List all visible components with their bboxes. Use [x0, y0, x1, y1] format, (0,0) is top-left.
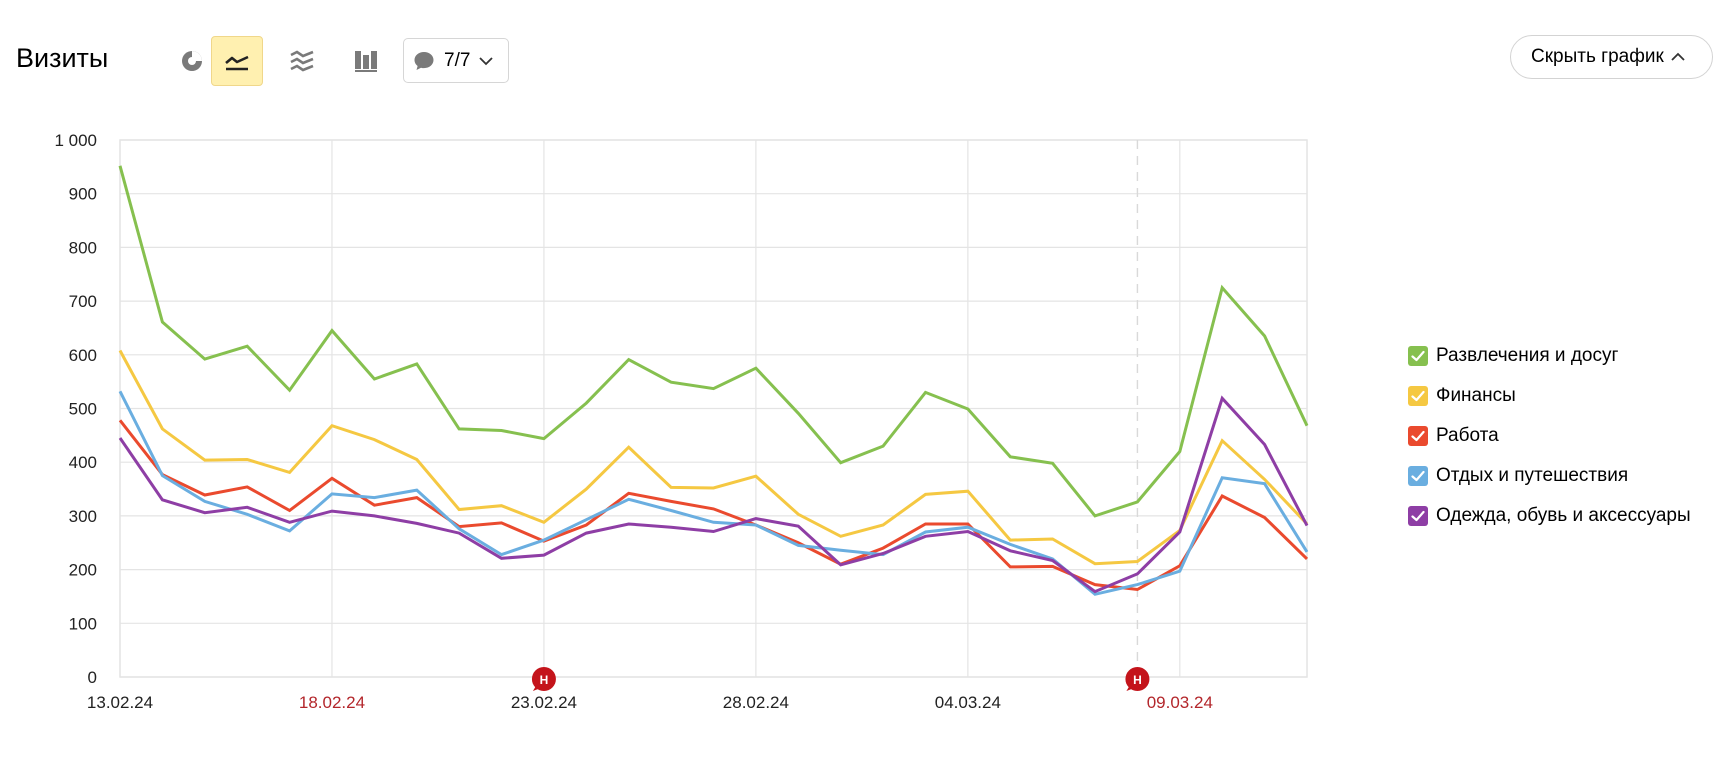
y-tick-label: 1 000: [54, 131, 97, 150]
y-tick-label: 100: [69, 614, 97, 633]
comments-count: 7/7: [444, 49, 471, 71]
y-tick-label: 900: [69, 185, 97, 204]
pie-chart-icon: [182, 51, 202, 71]
comment-icon: [414, 51, 434, 70]
bar-chart-icon: [355, 51, 377, 72]
checkbox-checked-icon[interactable]: [1408, 346, 1428, 366]
legend-item[interactable]: Развлечения и досуг: [1408, 336, 1691, 376]
y-tick-label: 200: [69, 561, 97, 580]
holiday-marker-icon[interactable]: [1125, 667, 1150, 691]
legend-label: Финансы: [1436, 385, 1516, 406]
y-tick-label: 0: [88, 668, 97, 687]
legend-item[interactable]: Отдых и путешествия: [1408, 456, 1691, 496]
comments-button[interactable]: 7/7: [403, 38, 509, 83]
legend-label: Работа: [1436, 425, 1499, 446]
hide-chart-button[interactable]: Скрыть график: [1510, 35, 1713, 79]
x-tick-label: 13.02.24: [87, 693, 153, 712]
legend-item[interactable]: Одежда, обувь и аксессуары: [1408, 496, 1691, 536]
x-tick-label: 28.02.24: [723, 693, 789, 712]
chart-toolbar: Визиты 7/7: [0, 0, 1713, 110]
hide-chart-label: Скрыть график: [1531, 46, 1664, 67]
holiday-marker-icon[interactable]: [531, 667, 556, 691]
y-tick-label: 800: [69, 238, 97, 257]
line-chart: 0 100 200 300 400 500 600 700 800 900 1 000 13.02.2…: [54, 131, 1309, 712]
bar-chart-button[interactable]: [340, 36, 392, 86]
series-line[interactable]: [118, 390, 1309, 596]
holiday-marker-label: Н: [1133, 673, 1142, 687]
pie-chart-button[interactable]: [166, 36, 218, 86]
line-chart-icon: [225, 55, 249, 71]
checkbox-checked-icon[interactable]: [1408, 466, 1428, 486]
plot-border: [119, 139, 1308, 678]
checkbox-checked-icon[interactable]: [1408, 386, 1428, 406]
checkbox-checked-icon[interactable]: [1408, 506, 1428, 526]
y-tick-label: 600: [69, 346, 97, 365]
x-tick-label: 09.03.24: [1147, 693, 1213, 712]
area-chart-icon: [290, 50, 314, 72]
checkbox-checked-icon[interactable]: [1408, 426, 1428, 446]
y-tick-label: 400: [69, 453, 97, 472]
legend-item[interactable]: Финансы: [1408, 376, 1691, 416]
series-line[interactable]: [118, 349, 1309, 566]
x-tick-label: 18.02.24: [299, 693, 365, 712]
chevron-up-icon: [1671, 52, 1685, 61]
page-title: Визиты: [16, 43, 109, 73]
legend-label: Отдых и путешествия: [1436, 465, 1629, 486]
chart-legend: Развлечения и досуг Финансы Работа Отдых и …: [1408, 336, 1691, 536]
line-chart-button[interactable]: [211, 36, 263, 86]
x-tick-label: 04.03.24: [935, 693, 1001, 712]
y-tick-label: 700: [69, 292, 97, 311]
area-chart-button[interactable]: [276, 36, 328, 86]
series-line[interactable]: [118, 395, 1309, 594]
holiday-marker-label: Н: [540, 673, 549, 687]
y-tick-label: 300: [69, 507, 97, 526]
series-line[interactable]: [118, 165, 1309, 518]
legend-label: Развлечения и досуг: [1436, 345, 1619, 366]
x-tick-label: 23.02.24: [511, 693, 577, 712]
legend-item[interactable]: Работа: [1408, 416, 1691, 456]
legend-label: Одежда, обувь и аксессуары: [1436, 505, 1691, 526]
y-tick-label: 500: [69, 400, 97, 419]
chevron-down-icon: [479, 56, 494, 65]
